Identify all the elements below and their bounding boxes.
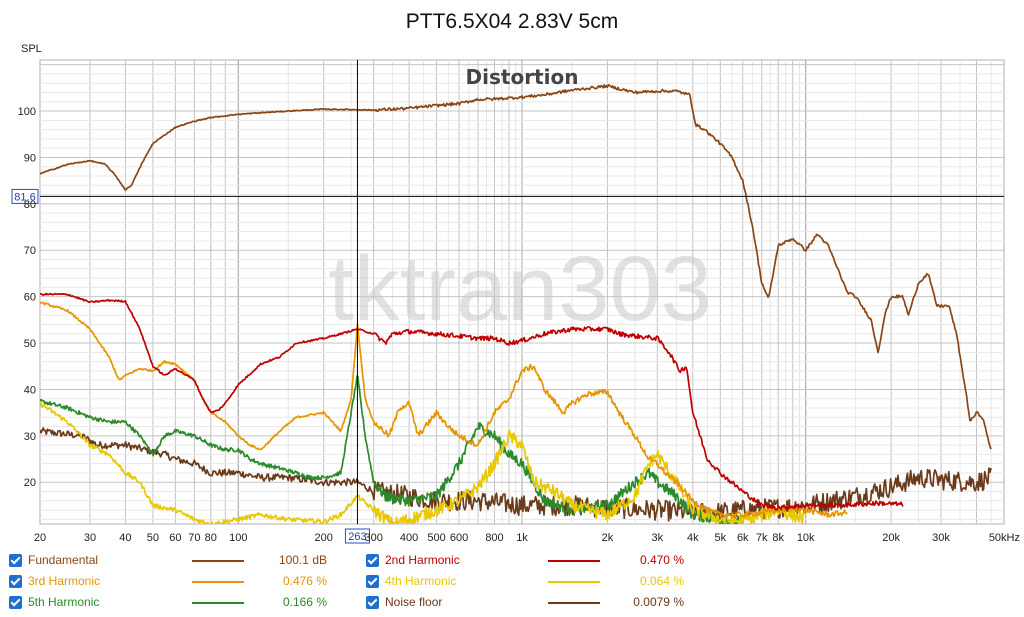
legend-series-name: 3rd Harmonic	[28, 574, 101, 588]
legend-swatch	[548, 560, 600, 562]
legend-value: 0.064 %	[639, 574, 684, 588]
x-tick-label: 80	[205, 532, 217, 544]
x-tick-label: 10k	[797, 532, 815, 544]
x-tick-label: 400	[400, 532, 418, 544]
cursor[interactable]: 81.6 263	[11, 60, 1004, 544]
grid	[39, 59, 1005, 525]
distortion-chart: tktran303 Distortion 81.6 263 20 30 40 50 60 7…	[11, 43, 1020, 544]
legend-swatch	[192, 602, 244, 604]
y-tick-label: 20	[24, 477, 36, 489]
legend-swatch	[548, 602, 600, 604]
series-line	[40, 427, 992, 523]
legend-series-name: Fundamental	[28, 553, 99, 567]
y-tick-label: 90	[24, 152, 36, 164]
legend-value: 100.1 dB	[278, 553, 327, 567]
x-tick-label: 30k	[932, 532, 950, 544]
legend-value: 0.0079 %	[633, 595, 684, 609]
axes: 20 30 40 50 60 70 80 100 200 300 400 500 600 800 1k 2k 3…	[18, 106, 1020, 544]
series-line	[40, 400, 807, 524]
legend-series-name: Noise floor	[385, 595, 443, 609]
y-tick-label: 70	[24, 245, 36, 257]
x-tick-label: 100	[229, 532, 247, 544]
series-line	[40, 375, 744, 524]
x-tick-label: 600	[450, 532, 468, 544]
y-tick-label: 30	[24, 431, 36, 443]
x-tick-label: 50	[147, 532, 159, 544]
x-tick-label: 300	[364, 532, 382, 544]
x-tick-label: 500	[427, 532, 445, 544]
x-tick-label: 30	[84, 532, 96, 544]
legend-value: 0.166 %	[282, 595, 327, 609]
legend-series-name: 5th Harmonic	[28, 595, 100, 609]
distortion-annotation: Distortion	[466, 65, 579, 89]
x-tick-label: 20	[34, 532, 46, 544]
y-tick-label: 40	[24, 384, 36, 396]
x-tick-label: 20k	[882, 532, 900, 544]
series-line	[40, 292, 904, 511]
x-tick-label: 6k	[737, 532, 749, 544]
y-axis-label: SPL	[21, 43, 42, 55]
legend-series-name: 2nd Harmonic	[385, 553, 460, 567]
x-tick-label: 2k	[602, 532, 614, 544]
legend-checkbox[interactable]	[366, 596, 379, 609]
legend-checkbox[interactable]	[9, 554, 22, 567]
legend: Fundamental 100.1 dB 2nd Harmonic 0.470 % 3r…	[0, 550, 1024, 617]
x-tick-label: 8k	[772, 532, 784, 544]
x-tick-label: 7k	[756, 532, 768, 544]
x-tick-label: 60	[169, 532, 181, 544]
x-tick-label: 40	[119, 532, 131, 544]
watermark-text: tktran303	[328, 238, 712, 340]
y-tick-label: 60	[24, 292, 36, 304]
series-lines	[40, 84, 992, 524]
legend-series-name: 4th Harmonic	[385, 574, 457, 588]
cursor-x-box	[344, 528, 370, 544]
legend-item[interactable]: 2nd Harmonic 0.470 %	[366, 551, 689, 571]
legend-value: 0.476 %	[282, 574, 327, 588]
x-tick-label: 5k	[714, 532, 726, 544]
legend-checkbox[interactable]	[9, 575, 22, 588]
legend-checkbox[interactable]	[366, 554, 379, 567]
legend-value: 0.470 %	[639, 553, 684, 567]
legend-item[interactable]: Noise floor 0.0079 %	[366, 593, 689, 613]
x-tick-label: 800	[485, 532, 503, 544]
legend-swatch	[192, 560, 244, 562]
x-tick-label: 50kHz	[989, 532, 1020, 544]
cursor-y-box	[11, 188, 39, 204]
x-tick-label: 1k	[516, 532, 528, 544]
legend-checkbox[interactable]	[9, 596, 22, 609]
chart-title: PTT6.5X04 2.83V 5cm	[405, 10, 619, 33]
legend-item[interactable]: 5th Harmonic 0.166 %	[9, 593, 332, 613]
x-tick-label: 70	[188, 532, 200, 544]
x-tick-label: 4k	[687, 532, 699, 544]
legend-swatch	[192, 581, 244, 583]
y-tick-label: 100	[18, 106, 36, 118]
legend-item[interactable]: Fundamental 100.1 dB	[9, 551, 332, 571]
x-tick-label: 3k	[652, 532, 664, 544]
y-tick-label: 50	[24, 338, 36, 350]
legend-swatch	[548, 581, 600, 583]
y-tick-label: 80	[24, 199, 36, 211]
legend-checkbox[interactable]	[366, 575, 379, 588]
legend-item[interactable]: 3rd Harmonic 0.476 %	[9, 572, 332, 592]
series-line	[40, 84, 992, 450]
cursor-y-label: 81.6	[14, 191, 35, 203]
x-tick-label: 200	[315, 532, 333, 544]
cursor-x-label: 263	[348, 531, 366, 543]
legend-item[interactable]: 4th Harmonic 0.064 %	[366, 572, 689, 592]
series-line	[40, 301, 848, 519]
